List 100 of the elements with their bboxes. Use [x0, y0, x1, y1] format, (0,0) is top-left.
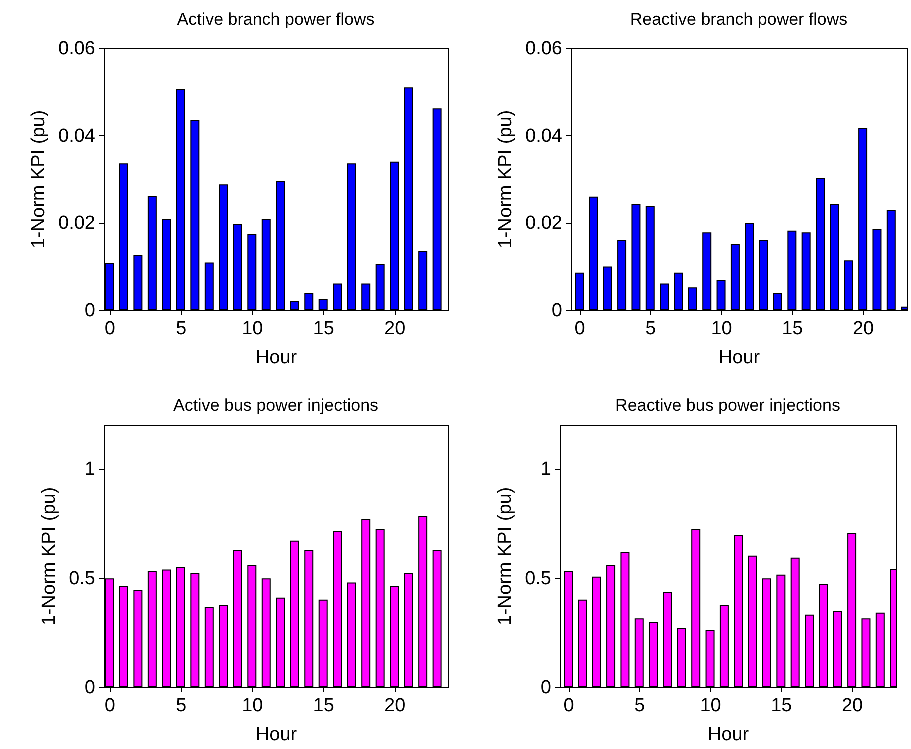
bar — [730, 244, 740, 310]
x-tick-label: 5 — [646, 318, 656, 340]
bar — [276, 598, 286, 687]
x-tick-label: 0 — [574, 318, 586, 340]
y-tick-label: 1 — [540, 459, 552, 480]
bar — [404, 573, 414, 687]
x-tick-label: 5 — [176, 696, 187, 716]
bar — [759, 240, 768, 310]
chart-title: Reactive bus power injections — [616, 396, 840, 415]
bar — [618, 240, 627, 310]
x-axis-title: Hour — [718, 348, 761, 368]
bar — [347, 164, 356, 310]
bar — [592, 576, 602, 687]
bar — [816, 178, 826, 310]
x-axis-title: Hour — [256, 348, 298, 368]
bar — [773, 293, 782, 310]
bar — [119, 586, 128, 687]
bar — [833, 611, 842, 687]
bar — [688, 288, 698, 310]
y-tick-label: 0.02 — [526, 213, 562, 234]
bar — [762, 578, 772, 687]
bar — [233, 224, 242, 310]
bar — [674, 272, 684, 310]
bar — [805, 614, 814, 687]
x-tick-label: 20 — [842, 696, 864, 716]
y-tick-label: 0.5 — [69, 568, 96, 590]
y-tick-label: 0 — [552, 300, 562, 322]
y-tick-label: 0 — [84, 300, 96, 322]
bar — [204, 262, 214, 310]
x-tick-label: 5 — [176, 318, 187, 340]
bar — [748, 556, 758, 687]
chart-title: Active branch power flows — [177, 10, 375, 29]
x-tick-label: 0 — [104, 696, 116, 716]
bar — [862, 618, 871, 687]
bar — [304, 550, 314, 687]
y-axis-title: 1-Norm KPI (pu) — [28, 110, 50, 249]
bar — [790, 558, 800, 687]
bar — [204, 607, 214, 687]
bar — [663, 592, 672, 687]
bar — [844, 260, 854, 310]
x-tick-label: 10 — [242, 696, 264, 716]
x-tick-label: 20 — [852, 318, 874, 340]
bar — [233, 550, 242, 687]
bar — [290, 301, 300, 310]
y-tick-label: 0.04 — [58, 126, 96, 147]
y-tick-label: 0 — [540, 678, 552, 698]
bar — [734, 535, 744, 687]
bar — [190, 573, 200, 687]
x-axis-title: Hour — [256, 724, 298, 746]
bar — [134, 255, 143, 310]
bar — [418, 251, 428, 310]
bar — [677, 628, 686, 687]
bar — [333, 531, 342, 687]
bar — [802, 232, 811, 310]
bar — [632, 204, 641, 310]
chart-title: Active bus power injections — [173, 396, 379, 415]
bar — [649, 622, 658, 687]
x-tick-label: 15 — [313, 696, 334, 716]
bar — [578, 600, 588, 687]
bar — [162, 570, 172, 687]
y-axis-title: 1-Norm KPI (pu) — [495, 487, 516, 626]
bar — [376, 264, 385, 310]
bar — [376, 530, 385, 687]
bar — [333, 284, 342, 310]
bar — [404, 88, 414, 310]
bar — [418, 516, 428, 687]
x-tick-label: 5 — [634, 696, 646, 716]
bar — [262, 219, 271, 310]
bar — [262, 578, 271, 687]
x-tick-label: 15 — [313, 318, 334, 340]
y-axis-title: 1-Norm KPI (pu) — [39, 487, 60, 626]
bar — [219, 184, 228, 310]
x-tick-label: 0 — [104, 318, 116, 340]
bar — [886, 210, 896, 310]
bar — [304, 293, 314, 310]
bar — [162, 219, 172, 310]
bar — [872, 229, 882, 310]
bar — [589, 196, 598, 310]
bar — [276, 181, 286, 310]
bar — [190, 120, 200, 310]
bar — [745, 223, 754, 310]
bar — [702, 232, 712, 310]
bar — [819, 584, 828, 687]
bar — [290, 540, 300, 687]
bar — [362, 284, 371, 310]
y-axis-title: 1-Norm KPI (pu) — [496, 110, 517, 249]
y-tick-label: 0.04 — [526, 126, 563, 147]
bar — [830, 204, 840, 310]
bar — [876, 612, 885, 687]
bar — [432, 108, 442, 310]
x-tick-label: 15 — [782, 318, 804, 340]
bar — [219, 606, 228, 687]
x-tick-label: 10 — [711, 318, 732, 340]
bar — [603, 266, 612, 310]
bar — [692, 530, 701, 687]
x-tick-label: 10 — [700, 696, 722, 716]
bar — [148, 571, 157, 687]
bar — [148, 196, 157, 310]
y-tick-label: 1 — [84, 459, 96, 480]
bar — [347, 582, 356, 687]
